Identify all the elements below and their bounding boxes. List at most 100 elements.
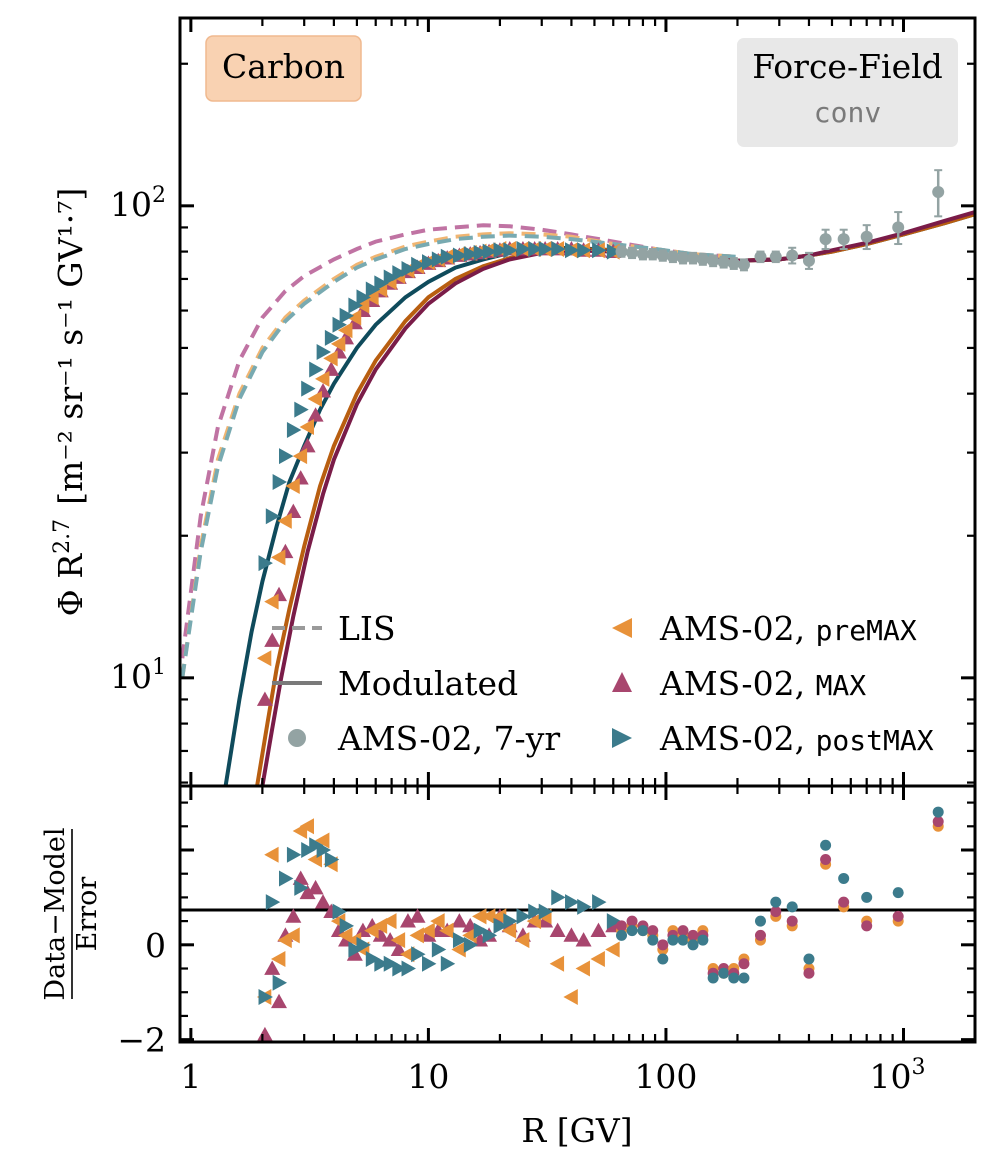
postmax-point: [356, 289, 371, 306]
postmax-point: [286, 422, 302, 439]
residual-max-point: [372, 927, 389, 942]
postmax-point: [278, 448, 294, 465]
postmax-point: [401, 260, 416, 277]
residual-max-point: [292, 870, 309, 885]
residual-postmax-dot: [718, 967, 730, 979]
residual-max-point: [590, 922, 607, 937]
postmax-point: [503, 242, 518, 259]
residual-postmax-point: [401, 960, 416, 977]
residual-postmax-dot: [861, 891, 873, 903]
x-axis-label: R [GV]: [521, 1111, 632, 1150]
ams7-point: [892, 221, 905, 234]
residual-max-point: [409, 908, 426, 923]
residual-premax-point: [439, 922, 454, 939]
residual-premax-point: [472, 908, 487, 925]
residual-premax-point: [514, 932, 530, 949]
postmax-point: [383, 269, 399, 286]
legend-ams7-marker: [288, 729, 306, 747]
ams7-point: [626, 246, 639, 259]
legend-lis-label: LIS: [338, 609, 396, 648]
residual-postmax-point: [265, 894, 281, 911]
residual-max-dot: [738, 958, 750, 970]
residual-premax-point: [382, 913, 397, 930]
postmax-point: [452, 247, 468, 264]
residual-max-point: [399, 913, 416, 928]
residual-postmax-dot: [838, 872, 850, 884]
residual-premax-point: [299, 818, 314, 835]
legend-postmax-marker: [612, 728, 632, 748]
residual-postmax-dot: [667, 934, 679, 946]
postmax-point: [332, 316, 347, 333]
residual-postmax-point: [356, 936, 371, 953]
residual-postmax-point: [348, 941, 363, 958]
legend-max-label: AMS-02, MAX: [659, 664, 866, 703]
residual-postmax-dot: [616, 929, 628, 941]
postmax-point: [538, 241, 554, 258]
ams7-point: [656, 249, 669, 262]
ams7-point: [615, 245, 628, 258]
xtick-label: 1: [180, 1057, 201, 1096]
ams7-point: [687, 252, 700, 265]
residual-premax-point: [590, 951, 605, 968]
residual-max-point: [307, 879, 324, 895]
residual-max-point: [451, 913, 468, 928]
residual-premax-point: [430, 913, 445, 930]
ams7-point: [837, 233, 850, 246]
premax-point: [256, 650, 272, 667]
residual-max-dot: [861, 920, 873, 932]
legend-premax-label: AMS-02, preMAX: [659, 609, 917, 648]
residual-postmax-point: [463, 936, 479, 953]
residual-max-point: [563, 927, 580, 942]
premax-point: [338, 322, 353, 339]
residual-max-dot: [770, 906, 782, 918]
residual-postmax-point: [339, 917, 355, 934]
residual-premax-point: [481, 908, 496, 925]
residual-ytick-label: 0: [145, 926, 166, 965]
residual-postmax-dot: [803, 953, 815, 965]
residual-postmax-dot: [770, 896, 782, 908]
residual-postmax-point: [332, 903, 347, 920]
premax-point: [299, 418, 314, 435]
residual-postmax-dot: [728, 972, 740, 984]
residual-postmax-dot: [637, 925, 649, 937]
residual-postmax-point: [301, 842, 316, 858]
residual-postmax-point: [411, 946, 426, 963]
residual-postmax-dot: [932, 806, 944, 818]
ams7-point: [754, 250, 767, 263]
residual-postmax-point: [294, 879, 309, 896]
model-badge-line1: Force-Field: [752, 47, 943, 86]
ams7-point: [696, 253, 709, 266]
model-badge-line2: conv: [814, 96, 881, 129]
postmax-point: [272, 473, 288, 490]
premax-point: [264, 593, 279, 610]
residual-premax-point: [605, 941, 620, 958]
ams7-point: [646, 248, 659, 261]
postmax-point: [606, 243, 622, 260]
premax-point: [277, 512, 292, 529]
max-point: [307, 407, 324, 422]
postmax-point: [411, 256, 426, 273]
lis-line-2: [180, 233, 738, 679]
residual-postmax-dot: [707, 972, 719, 984]
residual-max-dot: [657, 939, 669, 951]
residual-premax-point: [285, 927, 300, 944]
postmax-point: [392, 265, 407, 282]
ams7-point: [769, 250, 782, 263]
premax-point: [346, 309, 362, 326]
residual-max-dot: [932, 816, 944, 828]
max-point: [256, 691, 273, 706]
residual-premax-point: [264, 846, 279, 863]
element-badge-label: Carbon: [222, 47, 345, 86]
postmax-point: [565, 242, 580, 259]
residual-max-dot: [754, 929, 766, 941]
postmax-point: [422, 254, 437, 271]
postmax-point: [592, 242, 607, 259]
premax-point: [285, 477, 300, 494]
residual-max-point: [299, 884, 316, 900]
residual-max-point: [575, 932, 592, 947]
residual-postmax-point: [383, 955, 399, 972]
max-point: [299, 437, 316, 453]
residual-max-dot: [687, 929, 699, 941]
ams7-point: [819, 233, 832, 246]
postmax-point: [493, 242, 508, 259]
